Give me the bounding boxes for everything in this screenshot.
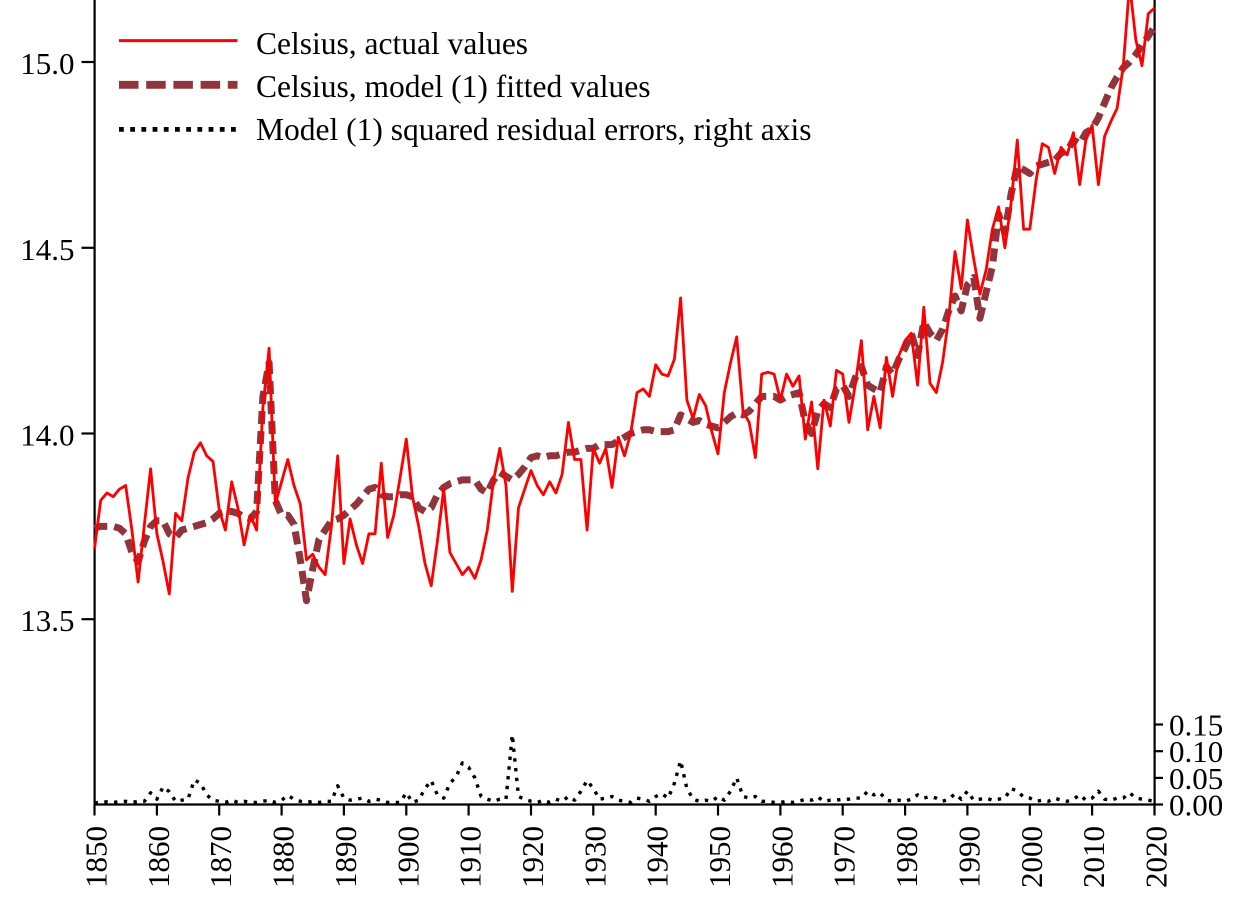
svg-text:1930: 1930	[577, 826, 612, 888]
svg-text:2010: 2010	[1076, 826, 1111, 888]
svg-text:Celsius, actual values: Celsius, actual values	[256, 26, 528, 61]
svg-text:1990: 1990	[951, 826, 986, 888]
svg-text:1980: 1980	[889, 826, 924, 888]
svg-text:1860: 1860	[141, 826, 176, 888]
svg-text:13.5: 13.5	[20, 603, 74, 638]
svg-text:1970: 1970	[827, 826, 862, 888]
svg-text:14.5: 14.5	[20, 232, 74, 267]
svg-text:1960: 1960	[764, 826, 799, 888]
svg-text:1870: 1870	[203, 826, 238, 888]
svg-text:0.15: 0.15	[1169, 708, 1223, 743]
svg-text:1920: 1920	[515, 826, 550, 888]
svg-text:0.05: 0.05	[1169, 761, 1223, 796]
svg-text:1950: 1950	[702, 826, 737, 888]
svg-text:1940: 1940	[640, 826, 675, 888]
svg-text:2000: 2000	[1014, 826, 1049, 888]
svg-text:0.10: 0.10	[1169, 734, 1223, 769]
svg-text:0.00: 0.00	[1169, 788, 1223, 823]
svg-text:1850: 1850	[79, 826, 114, 888]
svg-text:1880: 1880	[266, 826, 301, 888]
svg-text:1900: 1900	[390, 826, 425, 888]
svg-text:15.0: 15.0	[20, 46, 74, 81]
svg-text:1890: 1890	[328, 826, 363, 888]
svg-text:Model (1) squared residual err: Model (1) squared residual errors, right…	[256, 112, 811, 147]
svg-text:Celsius, model (1) fitted valu: Celsius, model (1) fitted values	[256, 69, 651, 104]
svg-text:2020: 2020	[1139, 826, 1174, 888]
svg-text:14.0: 14.0	[20, 418, 74, 453]
svg-text:1910: 1910	[453, 826, 488, 888]
